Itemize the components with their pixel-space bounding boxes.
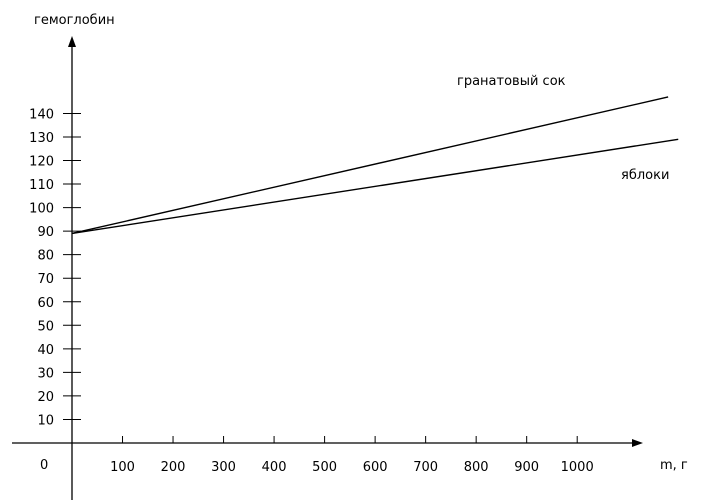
series-group <box>71 96 679 235</box>
axes <box>12 36 643 500</box>
x-tick-label: 400 <box>262 460 287 475</box>
x-ticks: 100 200 300 400 500 600 700 800 900 1000 <box>110 436 594 475</box>
series-line-0 <box>71 96 669 235</box>
y-tick-label: 110 <box>29 178 54 193</box>
y-tick-label: 80 <box>37 249 54 264</box>
y-tick-label: 40 <box>37 343 54 358</box>
x-tick-label: 300 <box>211 460 236 475</box>
series-label-pomegranate-juice: гранатовый сок <box>457 74 566 89</box>
x-tick-label: 100 <box>110 460 135 475</box>
y-tick-label: 20 <box>37 390 54 405</box>
x-tick-label: 500 <box>312 460 337 475</box>
y-axis-label: гемоглобин <box>34 13 115 28</box>
x-tick-label: 1000 <box>561 460 594 475</box>
y-tick-label: 30 <box>37 366 54 381</box>
y-tick-label: 70 <box>37 272 54 287</box>
y-tick-label: 120 <box>29 155 54 170</box>
x-tick-label: 200 <box>161 460 186 475</box>
origin-label: 0 <box>40 458 48 473</box>
series-line-1 <box>71 138 679 235</box>
y-ticks: 10 20 30 40 50 60 70 80 90 100 110 120 130 140 <box>29 107 81 428</box>
y-tick-label: 50 <box>37 319 54 334</box>
y-axis-arrow <box>68 36 76 47</box>
y-tick-label: 90 <box>37 225 54 240</box>
y-tick-label: 60 <box>37 296 54 311</box>
x-axis-arrow <box>632 439 643 447</box>
y-tick-label: 140 <box>29 107 54 122</box>
y-tick-label: 100 <box>29 202 54 217</box>
x-tick-label: 900 <box>514 460 539 475</box>
x-axis-label: m, г <box>660 458 688 473</box>
x-tick-label: 600 <box>363 460 388 475</box>
x-tick-label: 800 <box>464 460 489 475</box>
series-label-apples: яблоки <box>621 168 669 183</box>
x-tick-label: 700 <box>413 460 438 475</box>
y-tick-label: 10 <box>37 413 54 428</box>
y-tick-label: 130 <box>29 131 54 146</box>
